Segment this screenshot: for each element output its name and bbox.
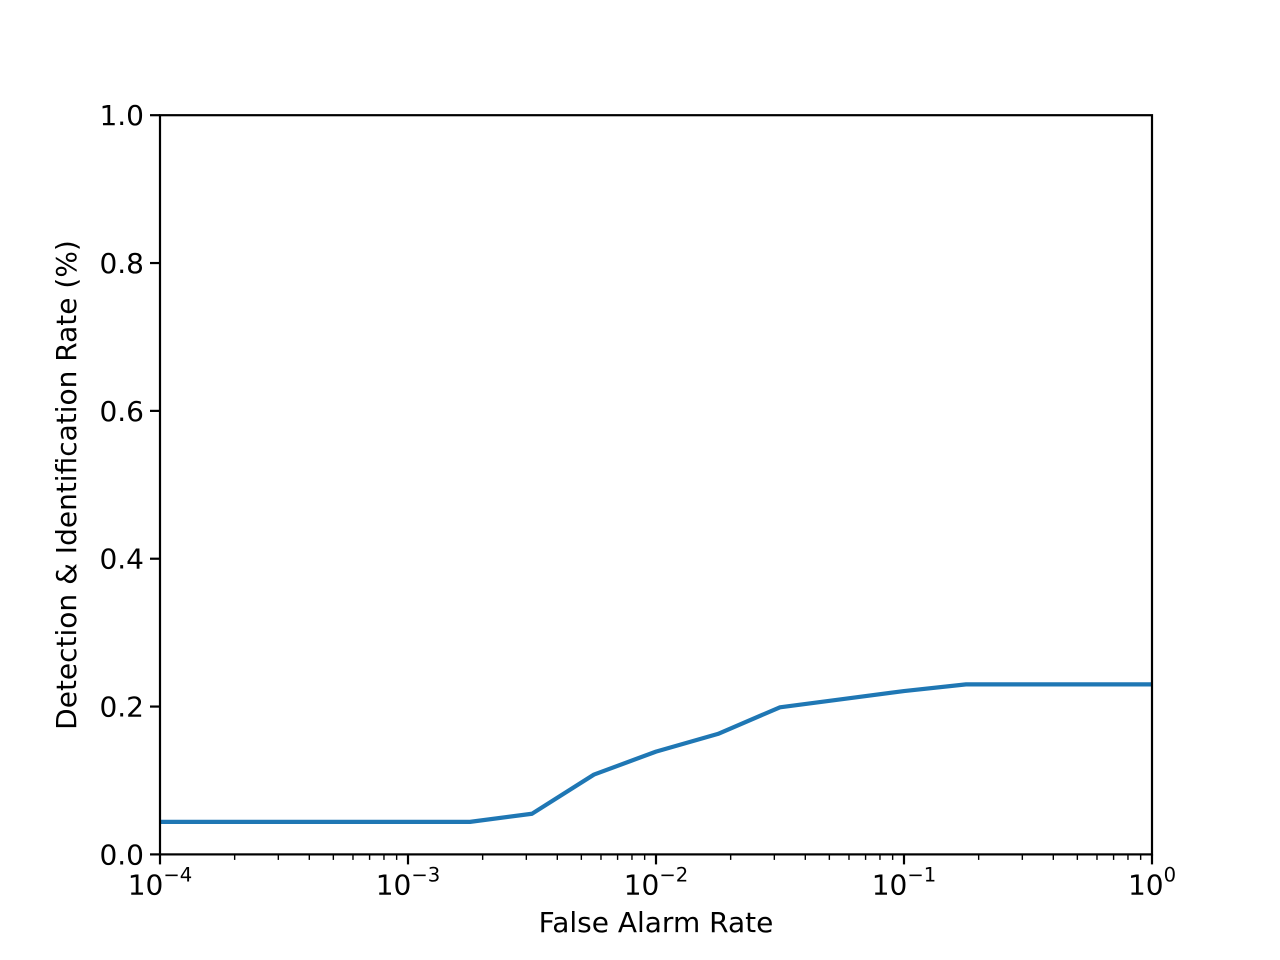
y-tick-label: 0.6 [99, 395, 144, 428]
y-axis-label: Detection & Identification Rate (%) [50, 240, 83, 730]
y-tick-label: 0.8 [99, 247, 144, 280]
y-tick-label: 0.0 [99, 838, 144, 871]
x-tick-label: 10−3 [376, 863, 441, 901]
det-curve-line [160, 682, 1152, 824]
plot-border [158, 114, 1154, 856]
y-tick-label: 1.0 [99, 99, 144, 132]
x-axis-label: False Alarm Rate [539, 906, 774, 939]
x-tick-label: 10−4 [128, 863, 193, 901]
y-tick-label: 0.2 [99, 691, 144, 724]
x-tick-labels: 10−4 10−3 10−2 10−1 100 [128, 863, 1176, 901]
y-tick-labels: 0.0 0.2 0.4 0.6 0.8 1.0 [99, 99, 144, 871]
x-major-ticks [158, 854, 1154, 865]
x-tick-label: 10−1 [872, 863, 937, 901]
x-tick-label: 100 [1128, 863, 1176, 901]
y-tick-label: 0.4 [99, 543, 144, 576]
x-tick-label: 10−2 [624, 863, 689, 901]
y-major-ticks [150, 114, 160, 856]
